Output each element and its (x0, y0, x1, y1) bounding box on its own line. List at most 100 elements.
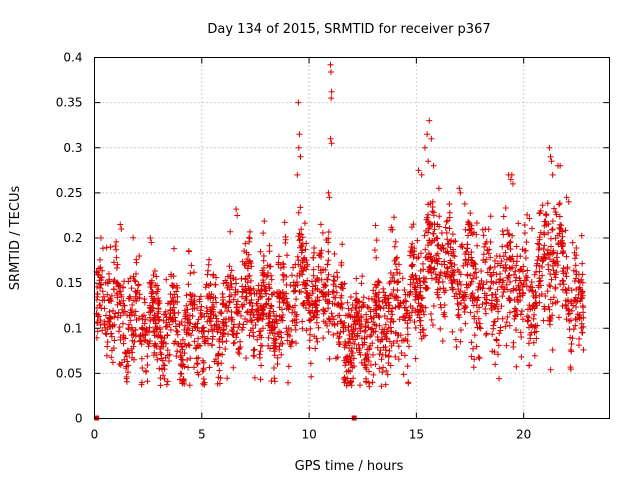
data-point (185, 316, 192, 323)
data-point (316, 251, 323, 258)
data-point (240, 288, 247, 295)
data-point (567, 366, 574, 373)
data-point (468, 278, 475, 285)
data-point (94, 283, 101, 290)
data-point (278, 334, 285, 341)
data-point (493, 337, 500, 344)
data-point (132, 278, 139, 285)
data-point (382, 299, 389, 306)
data-point (341, 280, 348, 287)
data-point (266, 248, 273, 255)
data-point (506, 231, 513, 238)
data-point (417, 267, 424, 274)
data-point (205, 313, 212, 320)
data-point (241, 247, 248, 254)
data-point (139, 365, 146, 372)
data-point (242, 315, 249, 322)
data-point (178, 344, 185, 351)
data-point (284, 337, 291, 344)
data-point (430, 162, 437, 169)
data-point (381, 296, 388, 303)
data-point (293, 319, 300, 326)
data-point (238, 275, 245, 282)
data-point (486, 285, 493, 292)
data-point (524, 318, 531, 325)
data-point (103, 312, 110, 319)
data-point (358, 359, 365, 366)
data-point (434, 260, 441, 267)
data-point (351, 340, 358, 347)
data-point (380, 285, 387, 292)
data-point (407, 303, 414, 310)
data-point (554, 258, 561, 265)
data-point (145, 343, 152, 350)
data-point (349, 301, 356, 308)
points-layer (93, 61, 587, 421)
data-point (125, 321, 132, 328)
data-point (164, 300, 171, 307)
data-point (328, 88, 335, 95)
x-tick-label: 15 (409, 428, 424, 442)
data-point (370, 318, 377, 325)
data-point (473, 274, 480, 281)
data-point (556, 224, 563, 231)
data-point (144, 353, 151, 360)
data-point (219, 351, 226, 358)
data-point (354, 310, 361, 317)
data-point (298, 243, 305, 250)
data-point (376, 322, 383, 329)
data-point (355, 341, 362, 348)
data-point (248, 263, 255, 270)
data-point (510, 339, 517, 346)
data-point (150, 271, 157, 278)
data-point (151, 268, 158, 275)
data-point (130, 332, 137, 339)
data-point (113, 290, 120, 297)
data-point (498, 283, 505, 290)
data-point (232, 291, 239, 298)
data-point (527, 306, 534, 313)
data-point (106, 308, 113, 315)
data-point (310, 266, 317, 273)
data-point (316, 297, 323, 304)
data-point (417, 288, 424, 295)
data-point (257, 248, 264, 255)
data-point (456, 185, 463, 192)
data-point (447, 257, 454, 264)
y-axis-label: SRMTID / TECUs (8, 186, 23, 291)
data-point (237, 312, 244, 319)
data-point (540, 230, 547, 237)
data-point (552, 299, 559, 306)
data-point (385, 352, 392, 359)
data-point (111, 277, 118, 284)
data-point (326, 355, 333, 362)
data-point (231, 321, 238, 328)
data-point (388, 291, 395, 298)
data-point (365, 295, 372, 302)
data-point (395, 343, 402, 350)
data-point (235, 309, 242, 316)
data-point (469, 275, 476, 282)
data-point (300, 255, 307, 262)
data-point (490, 269, 497, 276)
data-point (452, 238, 459, 245)
data-point (195, 335, 202, 342)
data-point (190, 269, 197, 276)
data-point (362, 375, 369, 382)
data-point (205, 267, 212, 274)
data-point (500, 213, 507, 220)
data-point (181, 350, 188, 357)
data-point (333, 355, 340, 362)
data-point (316, 288, 323, 295)
data-point (153, 352, 160, 359)
data-point (362, 361, 369, 368)
data-point (556, 201, 563, 208)
data-point (378, 329, 385, 336)
data-point (328, 95, 335, 102)
data-point (518, 353, 525, 360)
data-point (448, 260, 455, 267)
data-point (480, 232, 487, 239)
data-point (531, 324, 538, 331)
data-point (307, 325, 314, 332)
data-point (347, 313, 354, 320)
